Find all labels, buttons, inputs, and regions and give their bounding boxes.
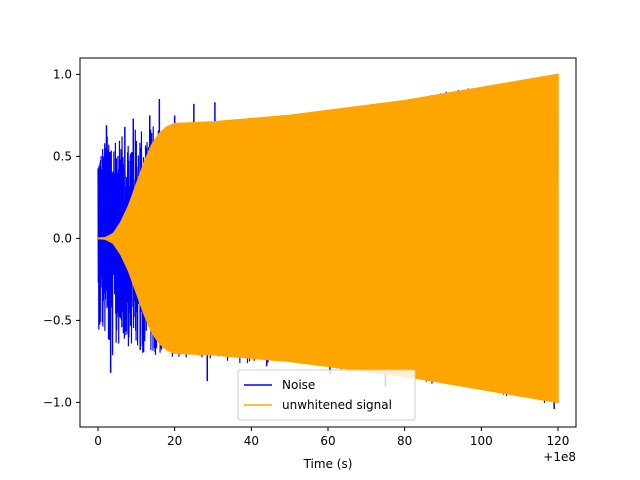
legend-entry-noise: Noise <box>282 378 315 392</box>
x-tick-label: 120 <box>547 434 570 448</box>
x-tick-label: 60 <box>320 434 335 448</box>
x-tick-label: 80 <box>397 434 412 448</box>
y-tick-label: −0.5 <box>43 313 72 327</box>
x-tick-label: 100 <box>470 434 493 448</box>
y-tick-label: −1.0 <box>43 395 72 409</box>
legend-box <box>237 369 416 421</box>
y-tick-label: 1.0 <box>53 67 72 81</box>
series-unwhitened-signal <box>97 73 559 404</box>
x-axis-label: Time (s) <box>303 457 353 471</box>
x-tick-label: 20 <box>167 434 182 448</box>
signal-fill <box>97 73 559 404</box>
legend-entry-unwhitened-signal: unwhitened signal <box>282 398 392 412</box>
x-tick-label: 40 <box>244 434 259 448</box>
y-tick-label: 0.0 <box>53 231 72 245</box>
x-axis-offset-label: +1e8 <box>543 450 576 464</box>
y-tick-label: 0.5 <box>53 149 72 163</box>
y-axis: −1.0 −0.5 0.0 0.5 1.0 <box>43 67 80 409</box>
x-tick-label: 0 <box>94 434 102 448</box>
legend: Noise unwhitened signal <box>237 369 416 421</box>
x-axis: 0 20 40 60 80 100 120 <box>94 427 569 448</box>
